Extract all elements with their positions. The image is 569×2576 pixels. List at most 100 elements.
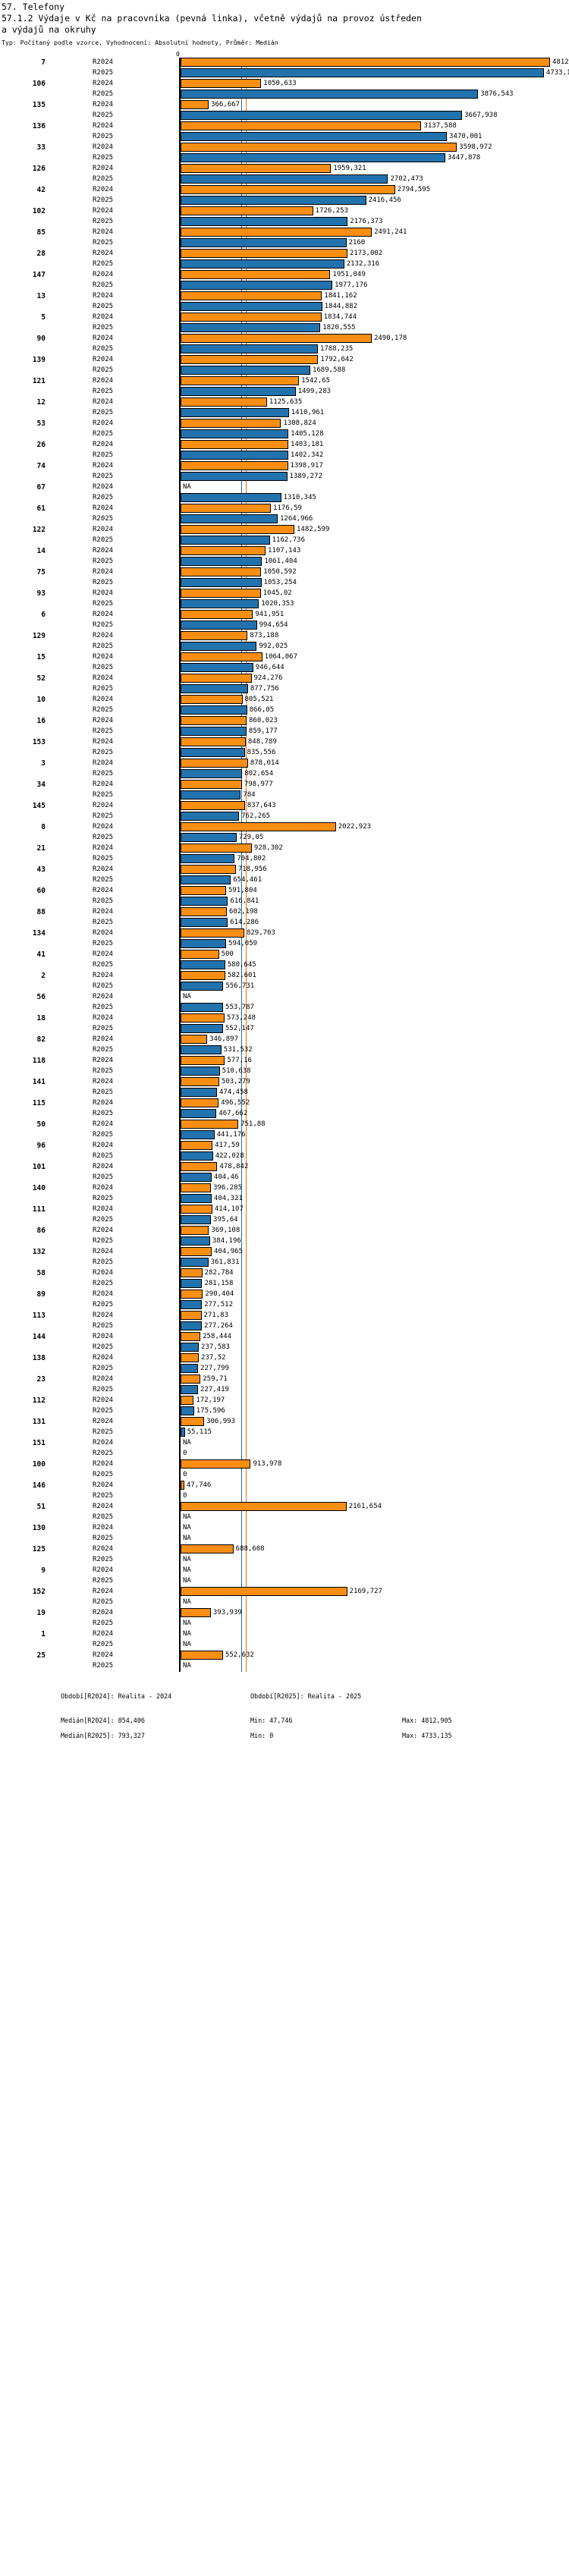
bar-2024[interactable] (181, 1290, 203, 1299)
bar-2024[interactable] (181, 1162, 218, 1171)
bar-2024[interactable] (181, 780, 242, 789)
bar-2025[interactable] (181, 897, 228, 906)
bar-2024[interactable] (181, 1098, 219, 1107)
bar-2025[interactable] (181, 620, 257, 630)
bar-2025[interactable] (181, 578, 262, 587)
bar-2025[interactable] (181, 259, 344, 269)
bar-2025[interactable] (181, 1003, 224, 1012)
bar-2025[interactable] (181, 1088, 217, 1097)
bar-2025[interactable] (181, 1151, 213, 1161)
bar-2024[interactable] (181, 950, 219, 959)
bar-2025[interactable] (181, 1428, 185, 1437)
bar-2025[interactable] (181, 705, 247, 715)
bar-2025[interactable] (181, 196, 366, 205)
bar-2024[interactable] (181, 737, 246, 746)
bar-2024[interactable] (181, 1502, 347, 1511)
bar-2024[interactable] (181, 1481, 184, 1490)
bar-2025[interactable] (181, 875, 231, 884)
bar-2025[interactable] (181, 599, 259, 608)
bar-2025[interactable] (181, 451, 288, 460)
bar-2024[interactable] (181, 674, 252, 683)
bar-2025[interactable] (181, 727, 247, 736)
bar-2024[interactable] (181, 1183, 212, 1192)
bar-2024[interactable] (181, 143, 457, 152)
bar-2025[interactable] (181, 111, 463, 120)
bar-2024[interactable] (181, 1396, 194, 1405)
bar-2024[interactable] (181, 843, 252, 853)
bar-2024[interactable] (181, 567, 262, 576)
bar-2025[interactable] (181, 514, 278, 523)
bar-2024[interactable] (181, 865, 236, 874)
bar-2024[interactable] (181, 334, 372, 343)
bar-2024[interactable] (181, 589, 261, 598)
bar-2024[interactable] (181, 1205, 212, 1214)
bar-2024[interactable] (181, 1141, 213, 1150)
bar-2024[interactable] (181, 376, 300, 385)
bar-2024[interactable] (181, 206, 313, 215)
bar-2025[interactable] (181, 1045, 222, 1054)
bar-2025[interactable] (181, 1194, 212, 1203)
bar-2025[interactable] (181, 663, 253, 672)
bar-2024[interactable] (181, 1459, 251, 1469)
bar-2024[interactable] (181, 461, 288, 470)
bar-2025[interactable] (181, 557, 262, 566)
bar-2025[interactable] (181, 1024, 223, 1033)
bar-2024[interactable] (181, 1035, 208, 1044)
bar-2025[interactable] (181, 68, 544, 77)
bar-2024[interactable] (181, 1651, 223, 1660)
bar-2025[interactable] (181, 536, 270, 545)
bar-2025[interactable] (181, 1173, 212, 1182)
bar-2024[interactable] (181, 164, 332, 173)
bar-2024[interactable] (181, 801, 245, 810)
bar-2024[interactable] (181, 907, 227, 916)
bar-2025[interactable] (181, 790, 241, 800)
bar-2025[interactable] (181, 174, 388, 184)
bar-2024[interactable] (181, 971, 225, 980)
bar-2025[interactable] (181, 429, 289, 438)
bar-2024[interactable] (181, 1311, 202, 1320)
bar-2025[interactable] (181, 281, 333, 290)
bar-2024[interactable] (181, 546, 266, 555)
bar-2024[interactable] (181, 1268, 203, 1277)
bar-2024[interactable] (181, 610, 253, 619)
bar-2025[interactable] (181, 833, 237, 842)
bar-2025[interactable] (181, 344, 318, 353)
bar-2024[interactable] (181, 1077, 219, 1086)
bar-2025[interactable] (181, 769, 243, 778)
bar-2024[interactable] (181, 1056, 225, 1065)
bar-2024[interactable] (181, 1247, 212, 1256)
bar-2024[interactable] (181, 504, 272, 513)
bar-2025[interactable] (181, 918, 228, 927)
bar-2025[interactable] (181, 1300, 203, 1309)
bar-2025[interactable] (181, 748, 245, 757)
bar-2025[interactable] (181, 854, 235, 863)
bar-2024[interactable] (181, 822, 336, 831)
bar-2025[interactable] (181, 1385, 198, 1394)
bar-2024[interactable] (181, 759, 248, 768)
bar-2024[interactable] (181, 652, 262, 661)
bar-2025[interactable] (181, 1130, 215, 1139)
bar-2024[interactable] (181, 1120, 239, 1129)
bar-2024[interactable] (181, 355, 319, 364)
bar-2025[interactable] (181, 1258, 209, 1267)
bar-2024[interactable] (181, 58, 550, 67)
bar-2024[interactable] (181, 185, 395, 194)
bar-2024[interactable] (181, 121, 422, 130)
bar-2024[interactable] (181, 397, 267, 407)
bar-2025[interactable] (181, 132, 448, 141)
bar-2025[interactable] (181, 302, 322, 311)
bar-2024[interactable] (181, 313, 322, 322)
bar-2025[interactable] (181, 642, 257, 651)
bar-2025[interactable] (181, 939, 227, 948)
bar-2025[interactable] (181, 1279, 203, 1288)
bar-2024[interactable] (181, 419, 281, 428)
bar-2024[interactable] (181, 1013, 225, 1023)
bar-2025[interactable] (181, 366, 310, 375)
bar-2024[interactable] (181, 100, 209, 109)
bar-2025[interactable] (181, 684, 248, 693)
bar-2024[interactable] (181, 525, 295, 534)
bar-2024[interactable] (181, 249, 347, 258)
bar-2025[interactable] (181, 323, 321, 332)
bar-2024[interactable] (181, 1353, 200, 1362)
bar-2025[interactable] (181, 1321, 203, 1330)
